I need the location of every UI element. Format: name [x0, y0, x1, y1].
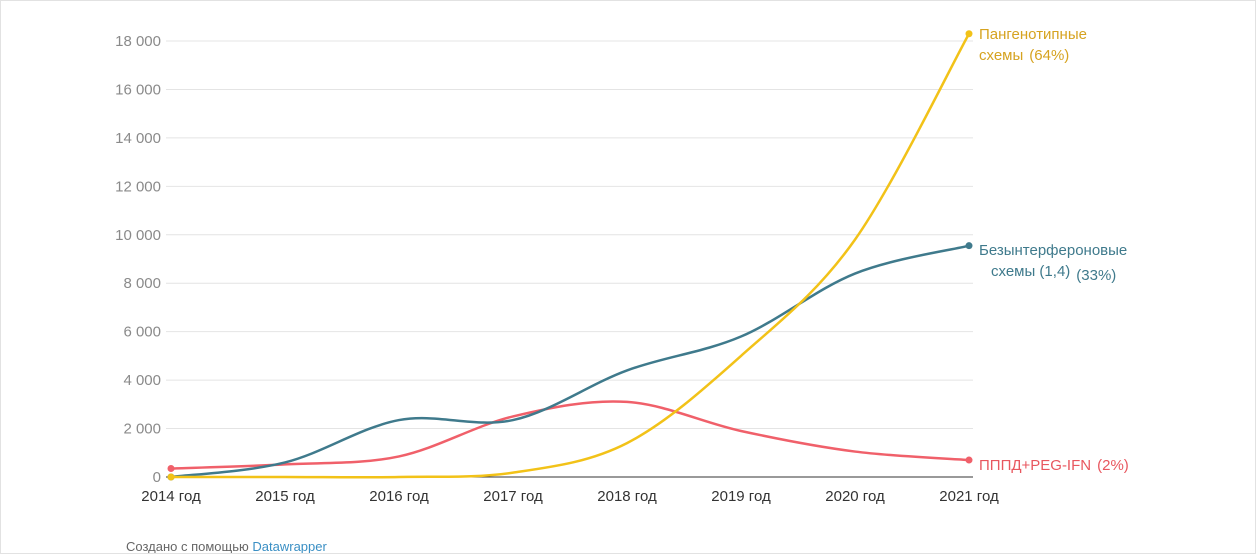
x-tick-label: 2019 год	[711, 488, 771, 505]
footer-credit: Создано с помощью Datawrapper	[126, 539, 327, 554]
series-pct-pppd: (2%)	[1097, 457, 1129, 474]
series-start-dot-pangeno	[167, 473, 175, 481]
series-start-dot-pppd	[167, 465, 175, 473]
series-line-interferon_free	[169, 244, 971, 479]
series-label-interferon_free: Безынтерфероновые	[979, 242, 1127, 259]
series-line-pangeno	[169, 32, 971, 479]
y-tick-label: 10 000	[115, 227, 161, 244]
x-tick-label: 2014 год	[141, 488, 201, 505]
series-pct-interferon_free: (33%)	[1076, 267, 1116, 284]
y-tick-label: 6 000	[123, 324, 161, 341]
x-tick-label: 2016 год	[369, 488, 429, 505]
series-end-dot-pangeno	[965, 30, 973, 38]
x-tick-label: 2015 год	[255, 488, 315, 505]
series-line-pppd	[169, 400, 971, 470]
y-tick-label: 4 000	[123, 372, 161, 389]
y-tick-label: 16 000	[115, 81, 161, 98]
y-tick-label: 12 000	[115, 178, 161, 195]
y-tick-label: 2 000	[123, 421, 161, 438]
datawrapper-link[interactable]: Datawrapper	[252, 539, 327, 554]
series-label-pangeno: схемы (64%)	[979, 47, 1069, 64]
series-pct-pangeno: (64%)	[1029, 47, 1069, 64]
y-tick-label: 14 000	[115, 130, 161, 147]
series-label-pangeno: Пангенотипные	[979, 26, 1087, 43]
y-tick-label: 8 000	[123, 275, 161, 292]
series-label-interferon_free: схемы (1,4) (33%)	[991, 263, 1116, 284]
x-tick-label: 2021 год	[939, 488, 999, 505]
series-end-dot-interferon_free	[965, 242, 973, 250]
series-label-pppd: ПППД+PEG-IFN (2%)	[979, 457, 1129, 474]
x-tick-label: 2017 год	[483, 488, 543, 505]
y-tick-label: 18 000	[115, 33, 161, 50]
x-tick-label: 2018 год	[597, 488, 657, 505]
footer-prefix: Создано с помощью	[126, 539, 249, 554]
series-end-dot-pppd	[965, 456, 973, 464]
y-tick-label: 0	[153, 469, 161, 486]
x-tick-label: 2020 год	[825, 488, 885, 505]
